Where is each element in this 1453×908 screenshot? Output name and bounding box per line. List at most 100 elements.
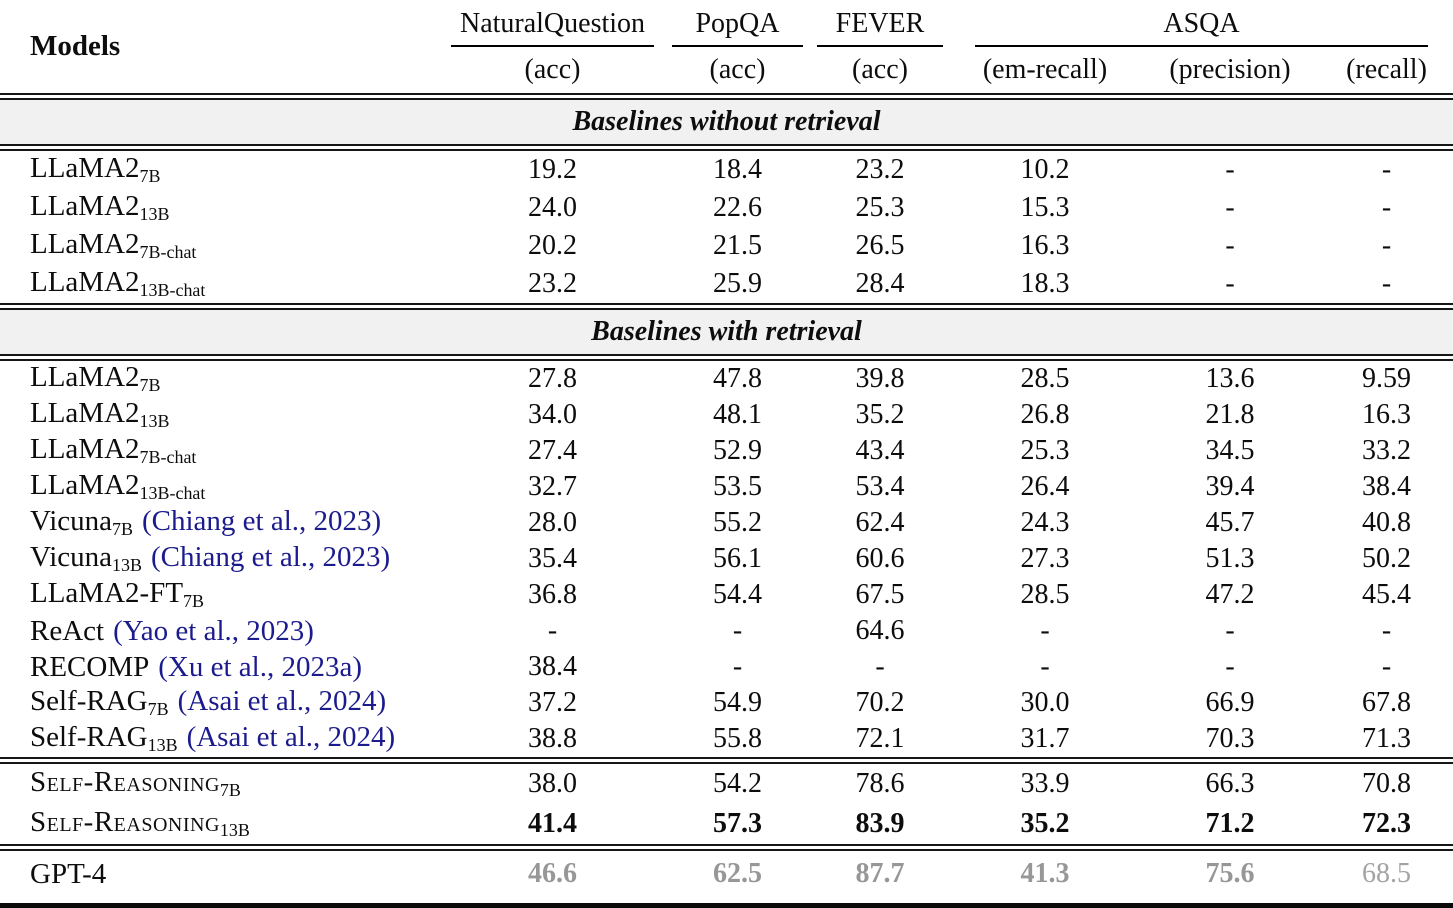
metric-value: 16.3: [1020, 230, 1070, 261]
metric-value: 35.2: [1020, 808, 1070, 839]
metric-value: 48.1: [713, 399, 762, 430]
metric-value: 27.8: [528, 363, 577, 394]
model-name: LLaMA27B-chat: [0, 228, 440, 263]
metric-value: 18.4: [713, 154, 762, 185]
metric-value: 46.6: [528, 858, 577, 889]
model-name: LLaMA213B: [0, 397, 440, 432]
metric-value: 36.8: [528, 579, 577, 610]
metric-value: -: [1225, 192, 1235, 223]
model-size-subscript: 7B: [219, 780, 241, 801]
model-size-subscript: 13B-chat: [139, 483, 206, 504]
metric-value: 19.2: [528, 154, 577, 185]
metric-value: 54.9: [713, 687, 762, 718]
model-size-subscript: 7B: [139, 375, 161, 396]
metric-value: 43.4: [855, 435, 905, 466]
model-name-text: LLaMA2: [30, 228, 140, 261]
col-subheader: (acc): [852, 54, 908, 85]
metric-value: 20.2: [528, 230, 577, 261]
metric-value: 21.8: [1205, 399, 1255, 430]
metric-value: 40.8: [1362, 507, 1411, 538]
model-size-subscript: 7B: [183, 591, 205, 612]
metric-value: 67.8: [1362, 687, 1411, 718]
metric-value: 47.2: [1205, 579, 1255, 610]
model-name-text: LLaMA2: [30, 152, 140, 185]
table-row: LLaMA213B-chat 32.7 53.5 53.4 26.4 39.4 38.4: [0, 469, 1453, 505]
model-name-text: LLaMA2: [30, 397, 140, 430]
model-name: Self-Reasoning13B: [0, 806, 440, 841]
table-row: LLaMA27B-chat 20.2 21.5 26.5 16.3 - -: [0, 227, 1453, 265]
metric-value: 28.5: [1020, 579, 1070, 610]
metric-value: 28.0: [528, 507, 577, 538]
table-row: LLaMA27B 19.2 18.4 23.2 10.2 - -: [0, 151, 1453, 189]
model-name: Vicuna7B (Chiang et al., 2023): [0, 505, 440, 540]
metric-value: 72.3: [1362, 808, 1411, 839]
metric-value: 15.3: [1020, 192, 1070, 223]
model-size-subscript: 13B: [147, 735, 178, 756]
model-name: LLaMA213B: [0, 190, 440, 225]
section-divider-rule: [0, 844, 1453, 851]
metric-value: 54.4: [713, 579, 762, 610]
metric-value: -: [1381, 230, 1392, 261]
metric-value: -: [1225, 651, 1235, 682]
table-row: ReAct (Yao et al., 2023) - - 64.6 - - -: [0, 613, 1453, 649]
metric-value: 22.6: [713, 192, 762, 223]
metric-value: 30.0: [1020, 687, 1070, 718]
model-name: RECOMP (Xu et al., 2023a): [0, 651, 440, 684]
section-header: Baselines without retrieval: [0, 100, 1453, 144]
model-size-subscript: 13B-chat: [139, 280, 206, 301]
model-name: LLaMA27B-chat: [0, 433, 440, 468]
metric-value: 38.4: [528, 651, 577, 682]
metric-value: 41.4: [528, 808, 577, 839]
col-subheader: (recall): [1346, 54, 1427, 85]
metric-value: 27.4: [528, 435, 577, 466]
header-rule: [451, 45, 654, 47]
metric-value: 23.2: [855, 154, 905, 185]
citation-link[interactable]: (Chiang et al., 2023): [150, 541, 391, 574]
metric-value: 21.5: [713, 230, 762, 261]
model-name: LLaMA27B: [0, 361, 440, 396]
metric-value: 47.8: [713, 363, 762, 394]
metric-value: 62.5: [713, 858, 762, 889]
metric-value: 71.3: [1362, 723, 1411, 754]
citation-link[interactable]: (Yao et al., 2023): [113, 614, 314, 647]
citation-link[interactable]: (Asai et al., 2024): [186, 721, 396, 754]
table-row: RECOMP (Xu et al., 2023a) 38.4 - - - - -: [0, 649, 1453, 685]
model-name-text: RECOMP: [30, 650, 150, 683]
model-size-subscript: 13B: [139, 204, 170, 225]
metric-value: 23.2: [528, 268, 577, 299]
table-row: LLaMA2-FT7B 36.8 54.4 67.5 28.5 47.2 45.4: [0, 577, 1453, 613]
model-name: ReAct (Yao et al., 2023): [0, 615, 440, 648]
metric-value: 27.3: [1020, 543, 1070, 574]
header-rule: [817, 45, 943, 47]
metric-value: -: [547, 615, 558, 646]
col-group-fever: FEVER: [810, 0, 950, 47]
metric-value: -: [732, 651, 743, 682]
metric-value: -: [1225, 615, 1235, 646]
metric-value: 28.4: [855, 268, 905, 299]
model-size-subscript: 7B: [147, 699, 169, 720]
metric-value: 28.5: [1020, 363, 1070, 394]
section-divider-rule: [0, 757, 1453, 764]
metric-value: 53.4: [855, 471, 905, 502]
metric-value: 37.2: [528, 687, 577, 718]
model-size-subscript: 13B: [219, 820, 250, 841]
citation-link[interactable]: (Xu et al., 2023a): [158, 650, 363, 683]
citation-link[interactable]: (Asai et al., 2024): [177, 685, 387, 718]
header-rule: [672, 45, 803, 47]
metric-value: 60.6: [855, 543, 905, 574]
metric-value: 25.9: [713, 268, 762, 299]
col-group-popqa: PopQA: [665, 0, 810, 47]
model-name-text: LLaMA2: [30, 190, 140, 223]
metric-value: 26.4: [1020, 471, 1070, 502]
metric-value: 39.8: [855, 363, 905, 394]
table-header: Models NaturalQuestion PopQA FEVER ASQA …: [0, 0, 1453, 93]
metric-value: 53.5: [713, 471, 762, 502]
metric-value: -: [1040, 615, 1050, 646]
metric-value: 38.8: [528, 723, 577, 754]
metric-value: -: [1381, 615, 1392, 646]
table-row: LLaMA213B 34.0 48.1 35.2 26.8 21.8 16.3: [0, 397, 1453, 433]
metric-value: -: [1381, 192, 1392, 223]
metric-value: 64.6: [855, 615, 905, 646]
citation-link[interactable]: (Chiang et al., 2023): [142, 505, 382, 538]
